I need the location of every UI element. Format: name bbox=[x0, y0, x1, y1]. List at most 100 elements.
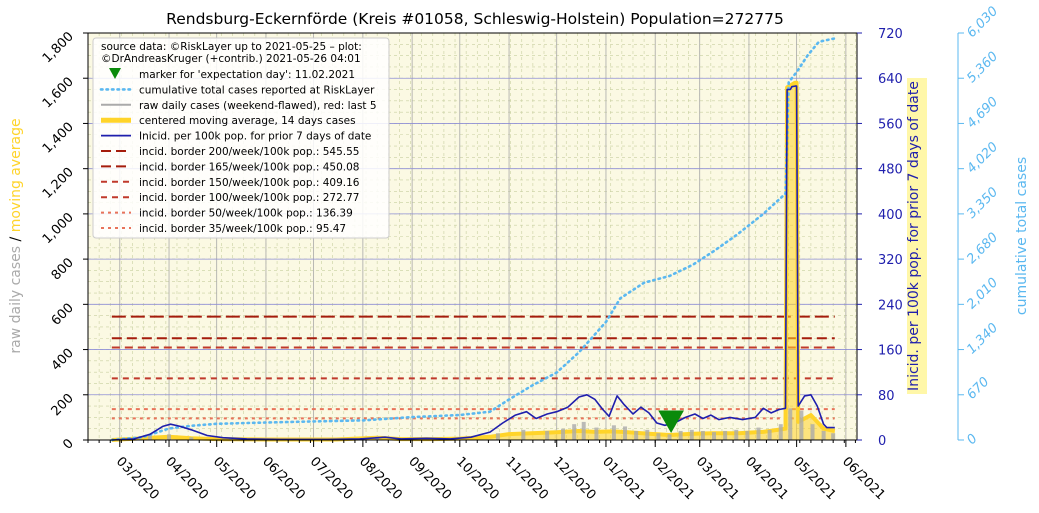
raw-daily-bar bbox=[594, 427, 599, 440]
raw-daily-bar bbox=[745, 430, 750, 440]
x-tick-label: 05/2021 bbox=[790, 454, 839, 503]
raw-daily-bar bbox=[678, 430, 683, 440]
y-right2-tick-label: 4,020 bbox=[964, 140, 1001, 177]
raw-daily-bar bbox=[734, 429, 739, 440]
raw-daily-bar bbox=[645, 429, 650, 440]
legend-entry: incid. border 165/week/100k pop.: 450.08 bbox=[101, 161, 359, 173]
y-right1-tick-label: 80 bbox=[878, 389, 895, 404]
incidence-line bbox=[111, 85, 835, 441]
raw-daily-bar bbox=[756, 427, 761, 440]
raw-daily-bar bbox=[700, 430, 705, 440]
plot-frame bbox=[87, 32, 858, 441]
y-right1-tick-label: 560 bbox=[878, 117, 903, 132]
x-tick-label: 01/2021 bbox=[599, 454, 648, 503]
raw-daily-bar bbox=[689, 429, 694, 440]
x-tick-label: 06/2021 bbox=[839, 454, 888, 503]
raw-daily-bar bbox=[821, 430, 826, 440]
raw-daily-bar bbox=[167, 434, 172, 440]
legend-entry: incid. border 35/week/100k pop.: 95.47 bbox=[101, 223, 346, 235]
raw-daily-bar bbox=[623, 426, 628, 440]
legend-entry-label: marker for 'expectation day': 11.02.2021 bbox=[139, 69, 355, 81]
legend-entry: incid. border 100/week/100k pop.: 272.77 bbox=[101, 192, 359, 204]
y-right2-tick-label: 2,680 bbox=[964, 230, 1001, 267]
y-left-tick-label: 1,400 bbox=[40, 120, 77, 157]
x-tick-label: 04/2021 bbox=[742, 454, 791, 503]
legend-entry: cumulative total cases reported at RiskL… bbox=[99, 84, 375, 96]
y-right2-tick-label: 6,030 bbox=[964, 4, 1001, 41]
legend-entry-label: incid. border 35/week/100k pop.: 95.47 bbox=[139, 223, 346, 235]
raw-daily-bar bbox=[788, 408, 793, 440]
y-right2-tick-label: 4,690 bbox=[964, 94, 1001, 131]
raw-daily-bar bbox=[147, 435, 152, 440]
x-tick-label: 05/2020 bbox=[210, 454, 259, 503]
y-left-tick-label: 400 bbox=[49, 346, 77, 374]
raw-daily-bar bbox=[561, 428, 566, 440]
legend-entry-label: Inicid. per 100k pop. for prior 7 days o… bbox=[139, 131, 371, 143]
x-tick-label: 03/2021 bbox=[693, 454, 742, 503]
legend-entry-label: cumulative total cases reported at RiskL… bbox=[139, 84, 375, 96]
chart-title: Rendsburg-Eckernförde (Kreis #01058, Sch… bbox=[166, 10, 784, 28]
legend-entry-label: incid. border 100/week/100k pop.: 272.77 bbox=[139, 192, 359, 204]
legend-entry-label: incid. border 200/week/100k pop.: 545.55 bbox=[139, 146, 359, 158]
raw-daily-bar bbox=[778, 424, 783, 440]
legend-swatch-marker bbox=[109, 68, 121, 79]
legend-entry-label: centered moving average, 14 days cases bbox=[139, 115, 356, 127]
x-tick-label: 07/2020 bbox=[307, 454, 356, 503]
raw-daily-bar bbox=[656, 433, 661, 440]
y-right1-tick-label: 240 bbox=[878, 298, 903, 313]
y-right2-tick-label: 670 bbox=[964, 374, 992, 402]
x-tick-label: 04/2020 bbox=[162, 454, 211, 503]
y-right1-label-bg bbox=[907, 78, 927, 394]
x-tick-label: 10/2020 bbox=[453, 454, 502, 503]
y-right2-tick-label: 3,350 bbox=[964, 185, 1001, 222]
y-left-tick-label: 0 bbox=[60, 436, 76, 452]
raw-daily-bar bbox=[831, 433, 836, 440]
raw-daily-bar bbox=[495, 433, 500, 440]
raw-daily-bar bbox=[712, 432, 717, 440]
x-tick-label: 09/2020 bbox=[405, 454, 454, 503]
raw-daily-bar bbox=[572, 424, 577, 440]
y-right1-label: Inicid. per 100k pop. for prior 7 days o… bbox=[906, 81, 922, 391]
y-left-label-raw: raw daily cases bbox=[8, 246, 24, 354]
y-right1-tick-label: 0 bbox=[878, 434, 886, 449]
raw-daily-bar bbox=[611, 425, 616, 440]
legend-entry-label: raw daily cases (weekend-flawed), red: l… bbox=[139, 100, 377, 112]
raw-daily-bar bbox=[634, 430, 639, 440]
y-right2-label: cumulative total cases bbox=[1014, 157, 1030, 315]
x-tick-label: 12/2020 bbox=[550, 454, 599, 503]
raw-daily-bar bbox=[723, 430, 728, 440]
legend-box bbox=[92, 37, 390, 239]
raw-daily-bar bbox=[767, 429, 772, 440]
raw-daily-bar bbox=[581, 421, 586, 440]
x-tick-label: 03/2020 bbox=[113, 454, 162, 503]
y-left-tick-label: 200 bbox=[49, 391, 77, 419]
legend-source-line1: source data: ©RiskLayer up to 2021-05-25… bbox=[101, 41, 362, 53]
y-left-tick-label: 1,600 bbox=[40, 74, 77, 111]
raw-daily-bar bbox=[667, 434, 672, 440]
y-left-tick-label: 1,000 bbox=[40, 210, 77, 247]
raw-daily-bar bbox=[799, 410, 804, 440]
y-right2-tick-label: 1,340 bbox=[964, 320, 1001, 357]
raw-daily-bar bbox=[189, 437, 194, 440]
y-right1-tick-label: 720 bbox=[878, 27, 903, 42]
legend-entry: Inicid. per 100k pop. for prior 7 days o… bbox=[101, 131, 371, 143]
raw-daily-bar bbox=[521, 429, 526, 440]
y-right2-tick-label: 2,010 bbox=[964, 275, 1001, 312]
y-right2-tick-label: 5,360 bbox=[964, 49, 1001, 86]
y-right1-tick-label: 640 bbox=[878, 72, 903, 87]
y-left-label-sep: / bbox=[8, 232, 24, 246]
legend-entry: raw daily cases (weekend-flawed), red: l… bbox=[101, 100, 377, 112]
legend-entry: marker for 'expectation day': 11.02.2021 bbox=[109, 68, 355, 81]
legend-entry: incid. border 200/week/100k pop.: 545.55 bbox=[101, 146, 359, 158]
legend-entry-label: incid. border 165/week/100k pop.: 450.08 bbox=[139, 161, 359, 173]
y-left-label: raw daily cases / moving average bbox=[8, 118, 24, 353]
legend-entry: incid. border 150/week/100k pop.: 409.16 bbox=[101, 177, 360, 189]
y-left-label-avg: moving average bbox=[8, 118, 24, 232]
x-tick-label: 08/2020 bbox=[356, 454, 405, 503]
y-right1-tick-label: 160 bbox=[878, 344, 903, 359]
x-tick-label: 06/2020 bbox=[259, 454, 308, 503]
raw-daily-bar bbox=[810, 424, 815, 440]
expectation-day-marker bbox=[658, 410, 684, 434]
legend-source-line2: ©DrAndreasKruger (+contrib.) 2021-05-26 … bbox=[101, 53, 361, 65]
